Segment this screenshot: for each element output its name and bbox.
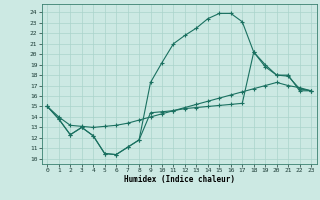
- X-axis label: Humidex (Indice chaleur): Humidex (Indice chaleur): [124, 175, 235, 184]
